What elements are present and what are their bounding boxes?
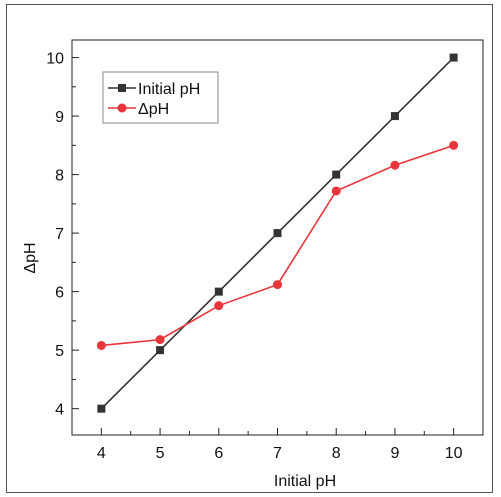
x-tick-label: 8 bbox=[332, 445, 341, 462]
series-line-1 bbox=[101, 144, 454, 347]
y-tick-label: 5 bbox=[55, 343, 64, 360]
data-point bbox=[214, 287, 223, 296]
legend-marker bbox=[117, 103, 127, 113]
data-point bbox=[96, 340, 106, 350]
legend-label: Initial pH bbox=[138, 81, 200, 98]
legend-marker bbox=[118, 84, 126, 92]
x-axis: 4 5 6 7 8 9 10 bbox=[97, 428, 463, 462]
data-point bbox=[156, 346, 165, 355]
x-tick-label: 7 bbox=[273, 445, 282, 462]
data-point bbox=[390, 112, 399, 121]
figure-frame bbox=[6, 4, 493, 493]
x-axis-title: Initial pH bbox=[274, 473, 336, 490]
data-point bbox=[332, 170, 341, 179]
series-layer bbox=[96, 53, 459, 413]
legend-label: ΔpH bbox=[138, 101, 169, 118]
y-tick-label: 6 bbox=[55, 285, 64, 302]
y-tick-label: 4 bbox=[55, 402, 64, 419]
data-point bbox=[449, 140, 459, 150]
legend: Initial pH ΔpH bbox=[102, 71, 219, 124]
y-axis-title: ΔpH bbox=[22, 242, 39, 273]
x-tick-label: 6 bbox=[214, 445, 223, 462]
y-axis: 4 5 6 7 8 9 10 bbox=[46, 51, 79, 419]
data-point bbox=[155, 335, 165, 345]
data-point bbox=[273, 229, 282, 238]
data-point bbox=[449, 53, 458, 62]
y-tick-label: 8 bbox=[55, 168, 64, 185]
data-point bbox=[331, 186, 341, 196]
legend-box bbox=[102, 71, 219, 124]
x-tick-label: 9 bbox=[390, 445, 399, 462]
data-point bbox=[214, 301, 224, 311]
y-tick-label: 7 bbox=[55, 226, 64, 243]
data-point bbox=[97, 404, 106, 413]
x-tick-label: 5 bbox=[156, 445, 165, 462]
y-tick-label: 9 bbox=[55, 109, 64, 126]
data-point bbox=[390, 160, 400, 170]
data-point bbox=[273, 280, 282, 290]
x-tick-label: 4 bbox=[97, 445, 106, 462]
y-tick-label: 10 bbox=[46, 51, 64, 68]
x-tick-label: 10 bbox=[445, 445, 463, 462]
